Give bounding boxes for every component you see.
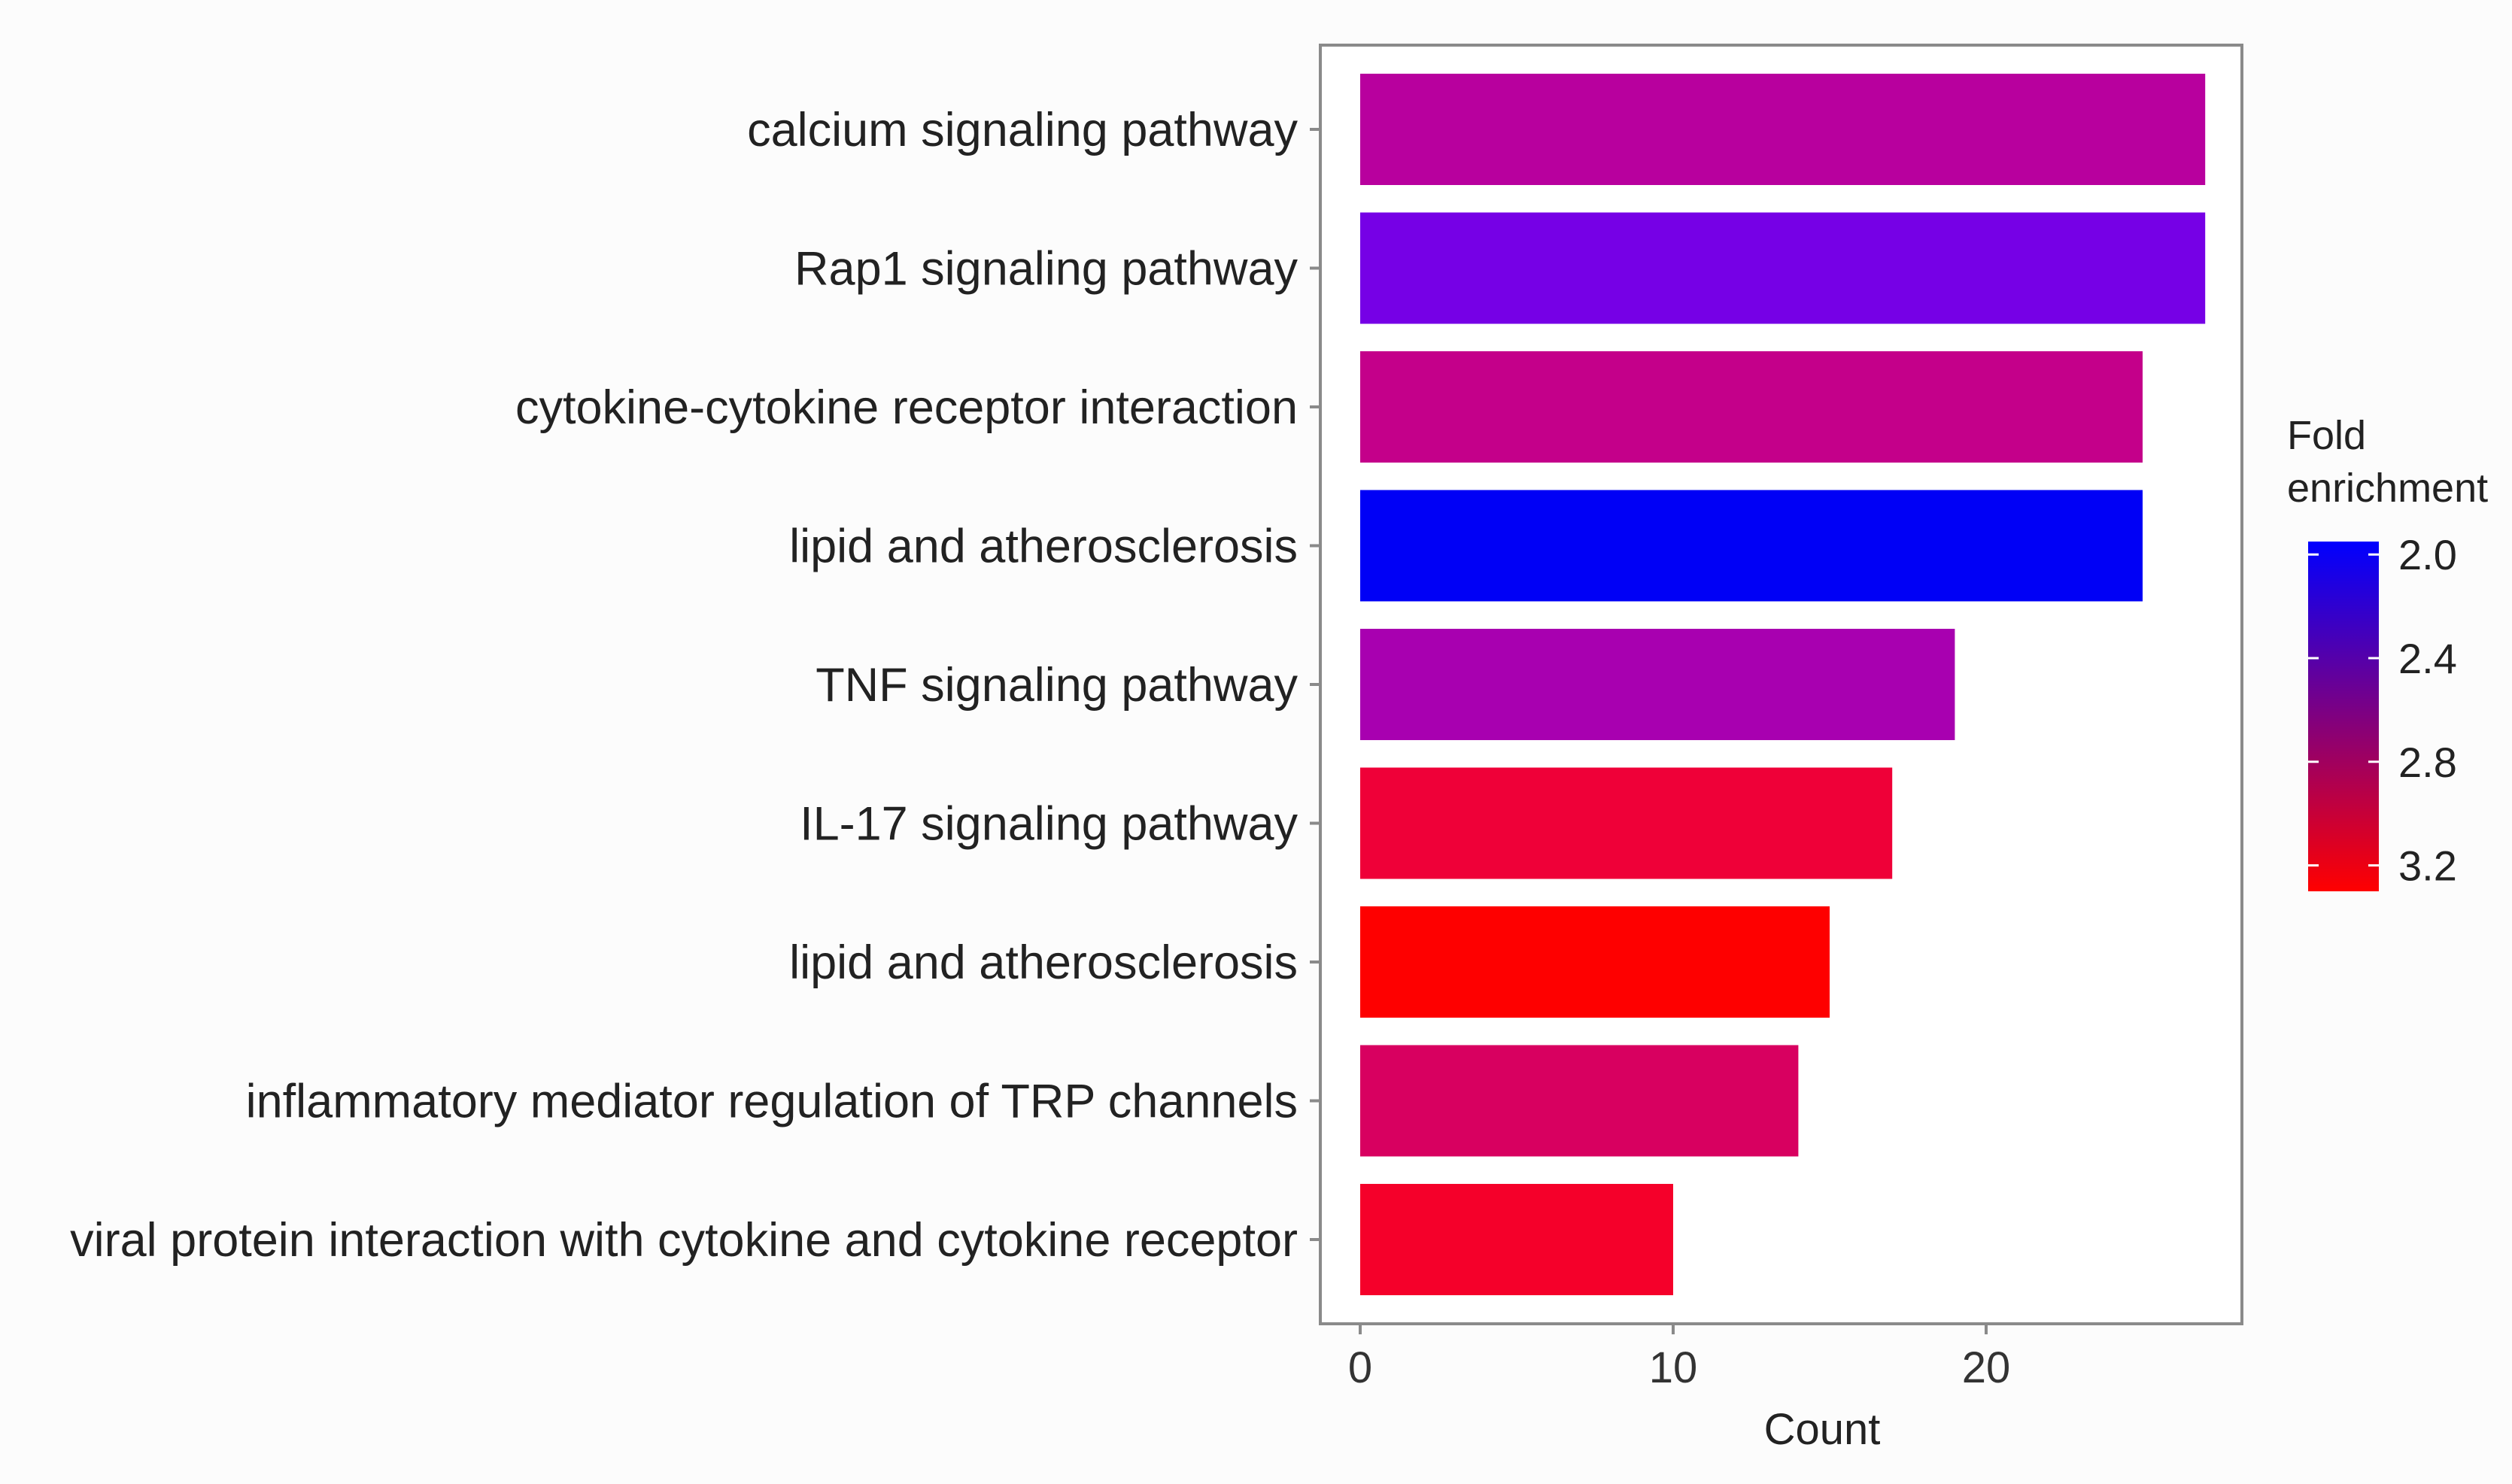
y-tick-label: cytokine-cytokine receptor interaction	[515, 381, 1298, 434]
y-tick-label: lipid and atherosclerosis	[789, 520, 1298, 573]
legend-tick-label: 2.8	[2398, 739, 2457, 786]
legend-title-line1: Fold	[2287, 413, 2366, 458]
x-tick-label: 0	[1348, 1343, 1372, 1392]
y-tick-label: calcium signaling pathway	[747, 104, 1298, 156]
legend-tick-label: 2.4	[2398, 635, 2457, 682]
x-axis: 0 10 20	[1348, 1324, 2010, 1392]
legend-colorbar	[2308, 542, 2379, 891]
bar	[1360, 74, 2206, 185]
x-tick-label: 20	[1962, 1343, 2011, 1392]
y-tick-label: TNF signaling pathway	[816, 659, 1298, 712]
y-tick-label: Rap1 signaling pathway	[794, 243, 1298, 296]
x-axis-title: Count	[1764, 1405, 1881, 1454]
bars-layer	[1360, 74, 2206, 1295]
y-tick-label: IL-17 signaling pathway	[800, 798, 1298, 851]
bar	[1360, 767, 1893, 879]
y-tick-label: viral protein interaction with cytokine …	[70, 1214, 1298, 1267]
x-tick-label: 10	[1649, 1343, 1698, 1392]
y-tick-label: lipid and atherosclerosis	[789, 936, 1298, 989]
legend-tick-label: 2.0	[2398, 531, 2457, 578]
y-axis-labels: calcium signaling pathway Rap1 signaling …	[70, 104, 1320, 1267]
bar	[1360, 1045, 1799, 1157]
bar	[1360, 490, 2143, 602]
legend: Fold enrichment 2.0 2.4 2.8 3.2	[2287, 413, 2488, 891]
bar	[1360, 1184, 1673, 1295]
legend-title-line2: enrichment	[2287, 466, 2488, 511]
bar	[1360, 906, 1830, 1018]
legend-tick-label: 3.2	[2398, 842, 2457, 890]
bar	[1360, 351, 2143, 463]
bar	[1360, 629, 1955, 740]
y-tick-label: inflammatory mediator regulation of TRP …	[246, 1076, 1298, 1128]
bar	[1360, 212, 2206, 324]
